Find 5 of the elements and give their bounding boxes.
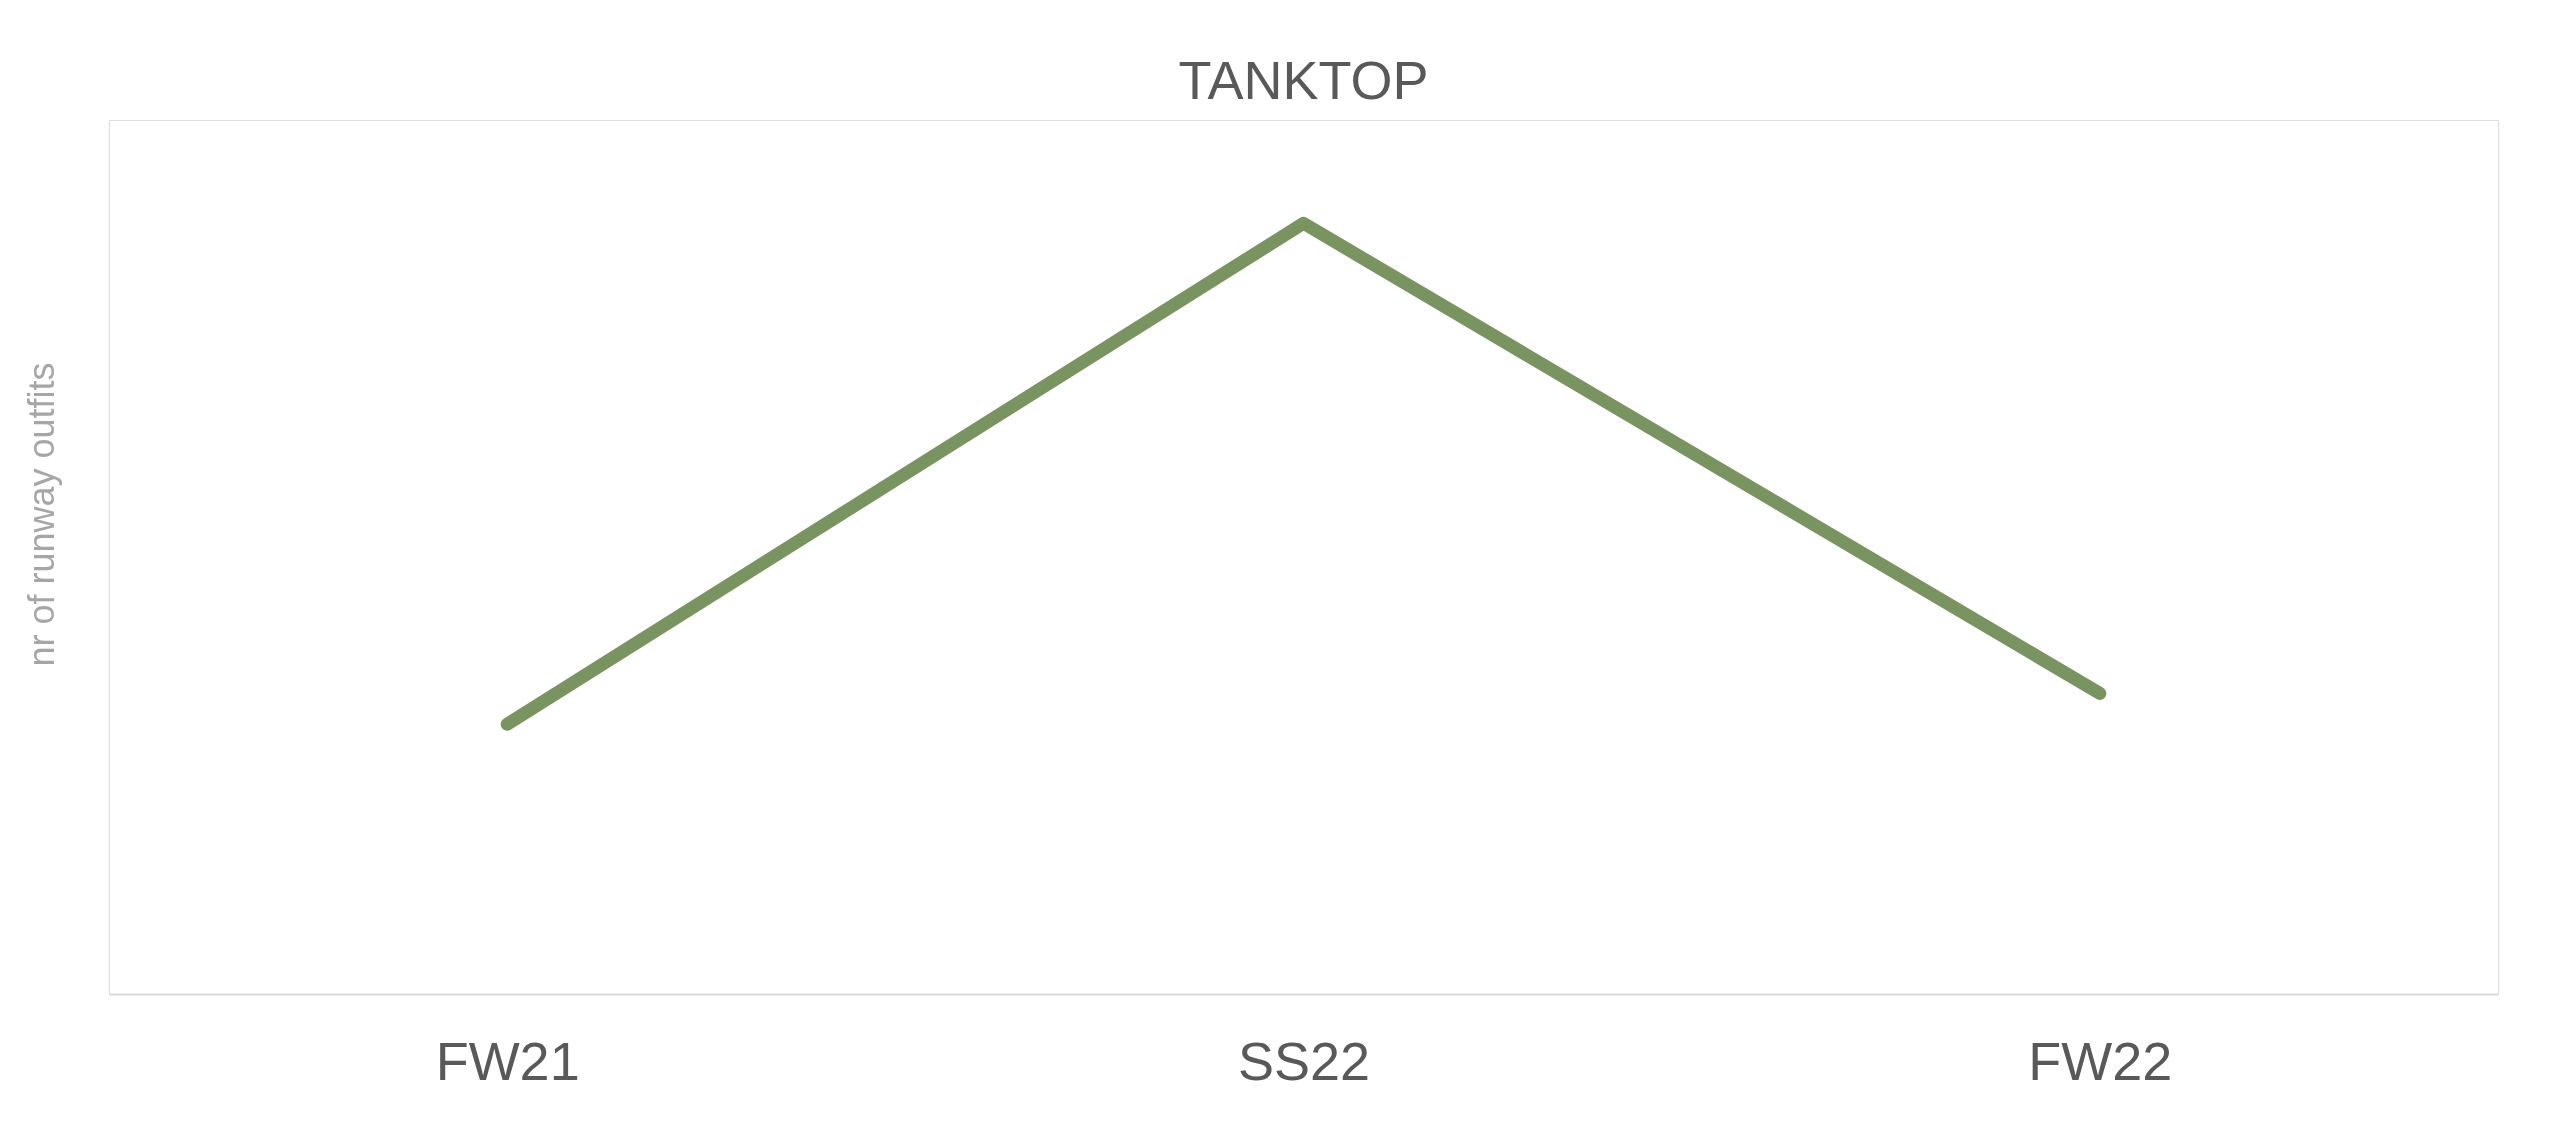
x-tick-label: SS22 (1237, 1030, 1371, 1091)
y-axis-title: nr of runway outfits (20, 362, 62, 667)
x-tick-label: FW22 (2028, 1030, 2173, 1091)
x-tick-label: FW21 (435, 1030, 580, 1091)
chart-title: TANKTOP (1178, 50, 1429, 110)
